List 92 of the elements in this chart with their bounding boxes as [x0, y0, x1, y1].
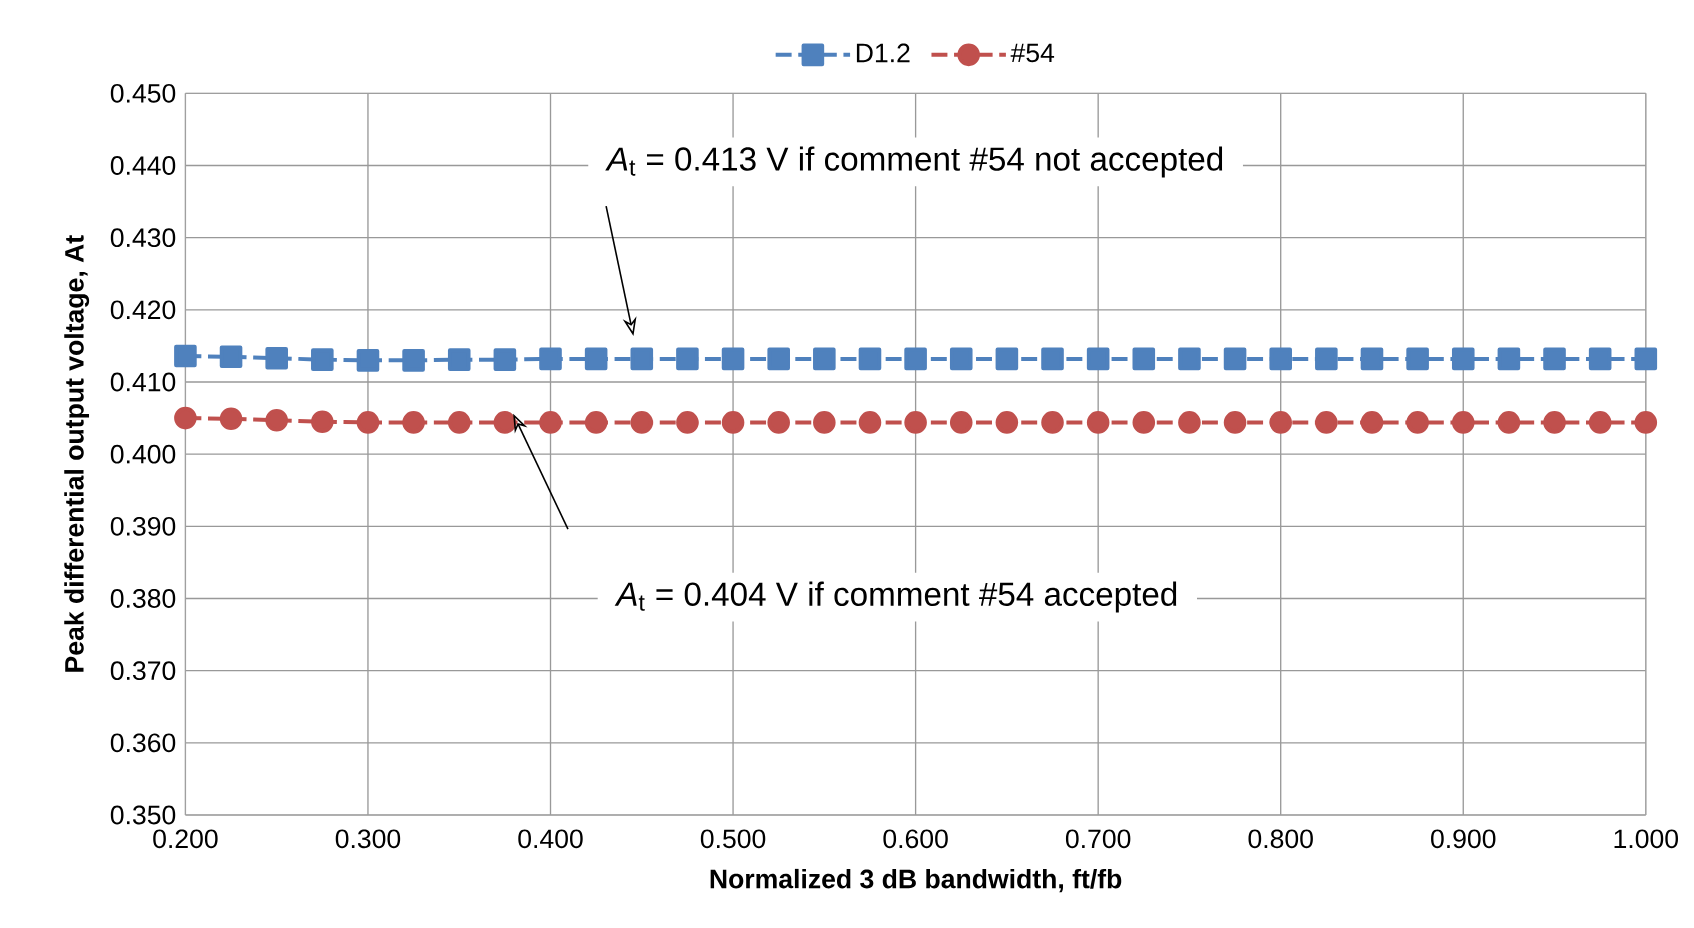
y-tick-label: 0.440	[110, 155, 176, 175]
x-tick-label: 0.500	[700, 829, 766, 849]
point	[1406, 410, 1429, 434]
point	[813, 410, 836, 434]
point	[311, 348, 334, 371]
point	[630, 410, 654, 434]
point	[995, 410, 1019, 434]
point	[539, 347, 562, 371]
point	[813, 347, 836, 371]
point	[447, 348, 471, 371]
x-tick-label: 0.300	[335, 829, 401, 849]
legend-label: #54	[1010, 43, 1055, 63]
point	[584, 410, 608, 434]
point	[1223, 347, 1247, 371]
point	[1269, 347, 1293, 371]
y-tick-label: 0.370	[110, 661, 176, 680]
point	[1041, 410, 1064, 434]
point	[949, 347, 973, 371]
point	[493, 410, 517, 434]
point	[1360, 347, 1384, 371]
y-tick-label: 0.430	[110, 228, 176, 247]
point	[1178, 347, 1201, 371]
point	[1086, 347, 1110, 371]
point	[174, 406, 197, 430]
point	[904, 347, 927, 371]
point	[1451, 347, 1475, 371]
x-tick-label: 0.600	[883, 829, 948, 849]
y-tick-label: 0.450	[110, 83, 176, 103]
point	[1497, 410, 1521, 434]
point	[1406, 347, 1429, 371]
point	[1634, 347, 1658, 371]
point	[1588, 410, 1612, 434]
point	[1132, 410, 1156, 434]
point	[721, 347, 745, 371]
y-tick-label: 0.360	[110, 733, 176, 753]
point	[539, 410, 562, 434]
point	[1360, 410, 1384, 434]
point	[1543, 347, 1566, 371]
x-tick-label: 0.200	[153, 829, 218, 849]
point	[1497, 347, 1521, 371]
point	[1451, 410, 1475, 434]
point	[402, 410, 425, 434]
y-tick-label: 0.380	[110, 588, 176, 608]
point	[767, 410, 790, 434]
point	[311, 410, 334, 433]
point	[1086, 410, 1110, 434]
point	[265, 346, 288, 370]
annotation: A$_{t}$ = 0.404 V if comment #54 accepted	[614, 581, 1177, 613]
point	[949, 410, 973, 434]
point	[630, 347, 654, 371]
point	[858, 347, 882, 371]
y-axis-title: Peak differential output voltage, At	[64, 235, 90, 672]
point	[676, 410, 699, 434]
point	[1132, 347, 1156, 371]
point	[493, 348, 517, 371]
annotation: A$_{t}$ = 0.413 V if comment #54 not accepted	[605, 146, 1223, 178]
point	[767, 347, 790, 371]
point	[584, 347, 608, 371]
point	[1588, 347, 1612, 371]
point	[1178, 410, 1201, 434]
point	[356, 348, 380, 372]
point	[447, 410, 471, 434]
legend-label: D1.2	[856, 43, 910, 62]
point	[356, 410, 380, 434]
point	[1269, 410, 1293, 434]
x-tick-label: 0.700	[1065, 829, 1131, 849]
point	[858, 410, 882, 434]
point	[1041, 347, 1064, 371]
point	[265, 408, 288, 432]
y-tick-label: 0.420	[110, 300, 176, 320]
y-tick-label: 0.390	[110, 516, 176, 536]
point	[995, 347, 1019, 371]
point	[904, 410, 927, 434]
x-tick-label: 1.000	[1614, 829, 1679, 849]
point	[676, 347, 699, 371]
point	[721, 410, 745, 434]
point	[1634, 410, 1658, 434]
x-tick-label: 0.800	[1248, 829, 1313, 849]
point	[1315, 347, 1338, 371]
point	[174, 344, 197, 368]
y-tick-label: 0.400	[110, 444, 176, 464]
point	[1315, 410, 1338, 434]
y-tick-label: 0.410	[110, 372, 176, 392]
point	[219, 407, 243, 430]
x-axis-title: Normalized 3 dB bandwidth, ft/fb	[710, 868, 1122, 893]
point	[402, 348, 425, 372]
y-tick-label: 0.350	[110, 805, 176, 825]
point	[1223, 410, 1247, 434]
point	[1543, 410, 1566, 434]
x-tick-label: 0.900	[1431, 829, 1496, 849]
x-tick-label: 0.400	[518, 829, 583, 849]
point	[219, 345, 243, 368]
